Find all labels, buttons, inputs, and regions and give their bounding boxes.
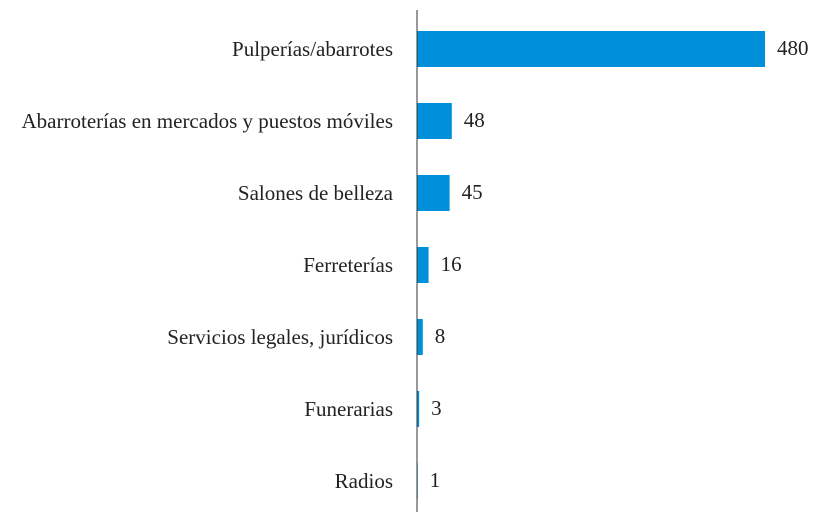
value-label: 1 xyxy=(430,468,441,492)
bar xyxy=(417,31,765,67)
category-label: Funerarias xyxy=(304,397,393,421)
value-label: 16 xyxy=(441,252,462,276)
bar xyxy=(417,319,423,355)
bar xyxy=(417,103,452,139)
category-label: Radios xyxy=(334,469,393,493)
value-label: 45 xyxy=(462,180,483,204)
value-label: 480 xyxy=(777,36,809,60)
bar xyxy=(417,391,420,427)
category-label: Servicios legales, jurídicos xyxy=(167,325,393,349)
value-label: 3 xyxy=(431,396,442,420)
category-label: Salones de belleza xyxy=(237,181,393,205)
category-label: Abarroterías en mercados y puestos móvil… xyxy=(21,109,393,133)
value-label: 48 xyxy=(464,108,485,132)
value-label: 8 xyxy=(435,324,446,348)
bar xyxy=(417,175,450,211)
category-label: Ferreterías xyxy=(303,253,393,277)
category-label: Pulperías/abarrotes xyxy=(232,37,393,61)
bar xyxy=(417,247,429,283)
